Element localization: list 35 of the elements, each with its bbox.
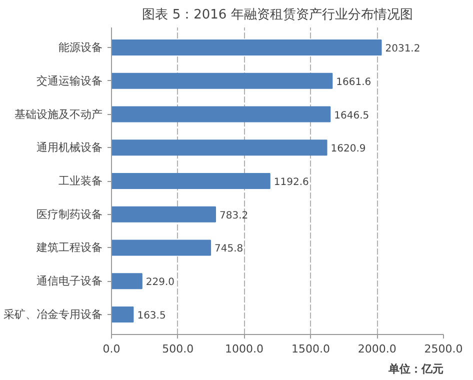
bar [112, 140, 328, 156]
x-tick-label: 0.0 [102, 342, 120, 356]
y-tick-label: 建筑工程设备 [36, 241, 102, 254]
y-tick-label: 能源设备 [58, 41, 102, 54]
data-label: 745.8 [214, 244, 244, 255]
x-tick-label: 1000.0 [225, 342, 264, 356]
y-tick-label: 基础设施及不动产 [14, 108, 102, 121]
x-tick-label: 2000.0 [358, 342, 396, 356]
y-tick-label: 医疗制药设备 [36, 208, 102, 221]
y-tick-label: 交通运输设备 [36, 74, 102, 88]
x-tick-label: 2500.0 [424, 342, 463, 356]
y-tick-label: 工业装备 [58, 174, 102, 188]
bar [112, 306, 134, 322]
x-tick-label: 500.0 [162, 342, 194, 356]
y-tick-label: 通用机械设备 [36, 141, 102, 154]
data-label: 2031.2 [385, 44, 420, 55]
data-label: 783.2 [220, 210, 248, 222]
data-label: 1646.5 [334, 110, 370, 122]
bar [112, 206, 216, 222]
bar [112, 172, 270, 190]
bar [112, 240, 212, 256]
data-label: 1661.6 [336, 76, 372, 88]
data-label: 1192.6 [274, 177, 309, 188]
data-label: 229.0 [146, 277, 175, 288]
y-tick-label: 通信电子设备 [36, 274, 102, 288]
text: 单位：亿元 [388, 362, 444, 376]
chart-title: 图表 5：2016 年融资租赁资产行业分布情况图 [142, 8, 413, 22]
bar [112, 273, 142, 290]
bar [112, 40, 382, 56]
data-label: 163.5 [137, 310, 166, 322]
y-tick-label: 采矿、冶金专用设备 [4, 308, 102, 321]
data-label: 1620.9 [330, 144, 366, 155]
bar [112, 106, 331, 122]
x-tick-label: 1500.0 [291, 342, 330, 356]
bar [112, 72, 333, 89]
